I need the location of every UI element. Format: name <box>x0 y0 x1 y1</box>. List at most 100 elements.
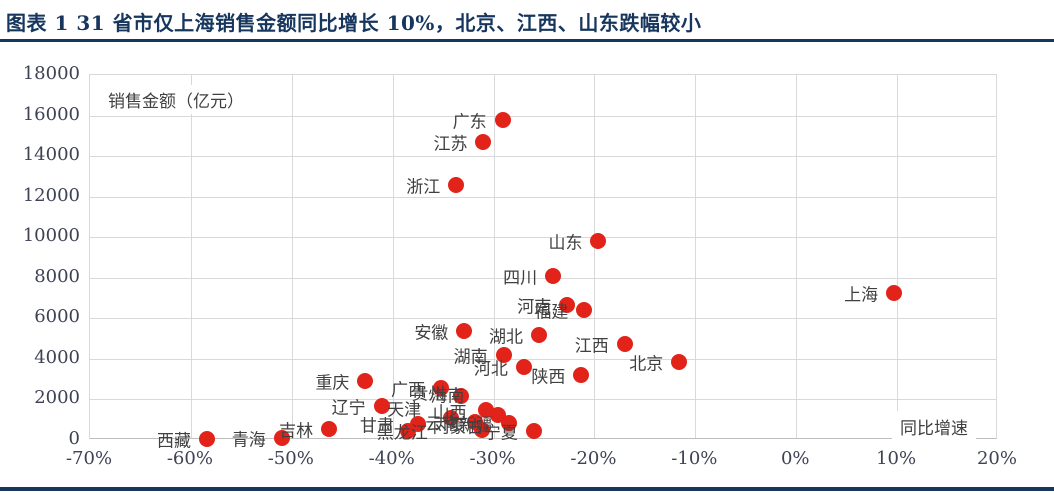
data-point-label: 浙江 <box>406 177 441 197</box>
y-axis-title: 销售金额（亿元） <box>102 85 250 114</box>
x-axis-tick-label: 10% <box>876 448 917 469</box>
x-axis-tick-label: -20% <box>570 448 617 469</box>
data-point <box>443 409 460 426</box>
y-axis-tick-label: 2000 <box>34 387 80 409</box>
data-point <box>494 111 511 128</box>
data-point-label: 福建 <box>534 302 569 323</box>
data-point-label: 山东 <box>548 233 583 254</box>
plot-area: 销售金额（亿元） 同比增速 西藏 青海 吉林 重庆辽宁 黑龙江 甘肃 广西 天津 浙江贵州 安徽云… <box>89 74 997 452</box>
data-point-label: 陕西 <box>531 367 566 388</box>
data-point-label: 山西 <box>432 403 467 424</box>
horizontal-gridline <box>90 399 996 401</box>
data-point-label: 云南 <box>425 414 460 435</box>
data-point-label: 江西 <box>574 336 609 357</box>
data-point-label: 重庆 <box>315 373 350 394</box>
data-point <box>357 373 374 390</box>
vertical-gridline <box>291 75 293 438</box>
data-point-label: 西藏 <box>157 431 192 452</box>
x-axis-tick-label: -70% <box>65 448 113 469</box>
vertical-gridline <box>796 75 798 438</box>
data-point <box>199 431 216 448</box>
bottom-divider <box>0 487 1054 491</box>
y-axis-tick-label: 4000 <box>34 346 80 368</box>
data-point <box>576 302 593 319</box>
data-point-label: 上海 <box>844 285 879 306</box>
x-axis-tick-label: -50% <box>267 448 314 469</box>
y-axis-tick-label: 14000 <box>22 144 80 166</box>
horizontal-gridline <box>90 358 996 360</box>
y-axis-tick-label: 6000 <box>34 306 80 328</box>
data-point <box>409 415 426 432</box>
y-axis-tick-label: 10000 <box>22 225 80 247</box>
data-point <box>525 422 542 439</box>
data-point <box>590 233 607 250</box>
data-point-label: 四川 <box>503 268 538 289</box>
data-point-label: 安徽 <box>414 323 449 343</box>
data-point <box>474 421 491 438</box>
data-point <box>573 367 590 384</box>
data-point-label: 贵州 <box>411 384 446 405</box>
horizontal-gridline <box>90 115 996 117</box>
vertical-gridline <box>190 75 192 438</box>
data-point <box>515 359 532 375</box>
x-axis-title: 同比增速 <box>892 411 976 442</box>
data-point <box>456 322 473 339</box>
figure-title: 图表 1 31 省市仅上海销售金额同比增长 10%，北京、江西、山东跌幅较小 <box>6 11 702 35</box>
scatter-chart: 销售金额（亿元） 同比增速 西藏 青海 吉林 重庆辽宁 黑龙江 甘肃 广西 天津 浙江贵州 安徽云… <box>0 46 1054 486</box>
horizontal-gridline <box>90 237 996 239</box>
vertical-gridline <box>493 75 495 438</box>
data-point-label: 辽宁 <box>331 398 366 419</box>
data-point-label: 甘肃 <box>359 416 394 437</box>
data-point <box>530 326 547 343</box>
y-axis-tick-label: 16000 <box>22 103 80 125</box>
data-point-label: 宁夏 <box>483 423 518 444</box>
data-point-label: 北京 <box>629 354 664 375</box>
data-point <box>559 297 576 314</box>
data-point <box>433 380 450 397</box>
data-point <box>321 420 338 437</box>
data-point-label: 天津 <box>387 400 422 421</box>
data-point-label: 湖南 <box>453 347 488 368</box>
data-point <box>616 335 633 352</box>
data-point-label: 海南 <box>430 386 465 407</box>
data-point <box>373 397 390 414</box>
horizontal-gridline <box>90 318 996 320</box>
data-point <box>671 353 688 370</box>
data-point <box>475 133 492 150</box>
data-point <box>886 284 903 301</box>
data-point-label: 黑龙江 <box>376 423 428 444</box>
data-point-label: 吉林 <box>279 421 314 442</box>
x-axis-tick-label: 20% <box>976 448 1017 469</box>
y-axis-tick-label: 8000 <box>34 265 80 287</box>
data-point-label: 河北 <box>473 359 508 380</box>
y-axis-tick-label: 12000 <box>22 184 80 206</box>
title-divider <box>0 39 1054 42</box>
horizontal-gridline <box>90 277 996 279</box>
data-point <box>495 346 512 363</box>
x-axis-tick-label: -40% <box>368 448 415 469</box>
data-point-label: 江苏 <box>433 134 468 155</box>
vertical-gridline <box>594 75 596 438</box>
data-point-label: 广西 <box>391 380 426 401</box>
x-axis-tick-label: -60% <box>166 448 213 469</box>
vertical-gridline <box>392 75 394 438</box>
data-point <box>453 388 470 405</box>
data-point-label: 湖北 <box>488 327 523 348</box>
x-axis-tick-label: 0% <box>780 448 810 469</box>
data-point-label: 河南 <box>517 297 552 318</box>
data-point-label: 青海 <box>231 430 266 451</box>
x-axis-tick-label: -10% <box>671 448 718 469</box>
data-point-label: 广东 <box>452 112 487 133</box>
data-point <box>545 267 562 284</box>
y-axis-tick-label: 0 <box>68 428 80 449</box>
horizontal-gridline <box>90 156 996 158</box>
data-point <box>448 176 465 193</box>
data-point <box>273 429 290 446</box>
vertical-gridline <box>695 75 697 438</box>
horizontal-gridline <box>90 196 996 198</box>
x-axis-tick-label: -30% <box>469 448 516 469</box>
data-point-label: 新疆 <box>458 415 493 436</box>
vertical-gridline <box>897 75 899 438</box>
data-point <box>500 414 517 431</box>
